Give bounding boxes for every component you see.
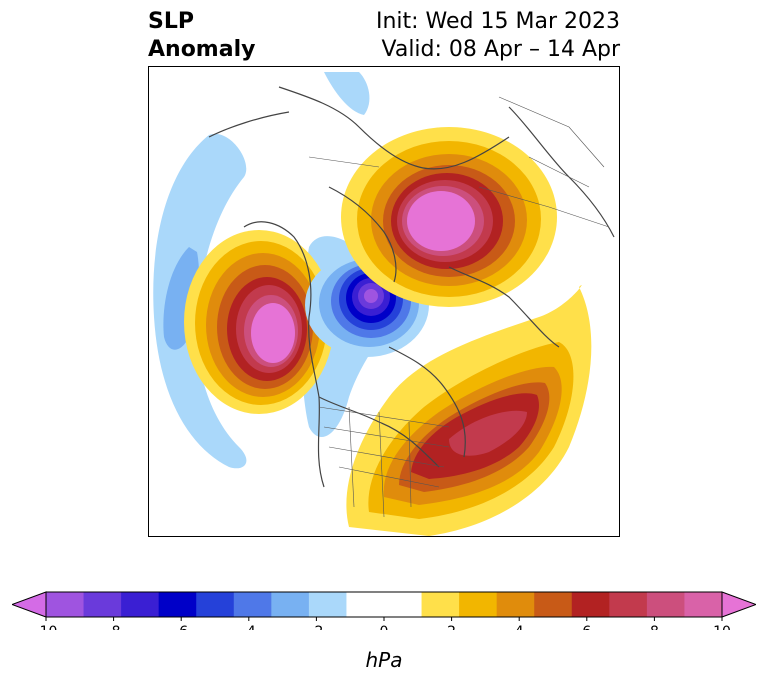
- map-canvas: [153, 72, 615, 536]
- colorbar-tick-label: 4: [515, 624, 524, 630]
- anomaly-negative-arctic-8: [364, 289, 378, 303]
- colorbar-swatch: [46, 592, 85, 617]
- colorbar-tick-label: 2: [447, 624, 456, 630]
- anomaly-positive-siberia-8: [407, 191, 475, 251]
- colorbar-swatch: [158, 592, 197, 617]
- colorbar-extend-min: [12, 591, 47, 618]
- colorbar-unit-label: hPa: [365, 648, 403, 672]
- colorbar-swatch: [571, 592, 610, 617]
- political-borders: [308, 96, 610, 518]
- colorbar-tick-label: -2: [309, 624, 323, 630]
- colorbar: -10 -8 -6 -4 -2 0 2 4 6 8 10: [12, 591, 756, 630]
- map-title-left: SLP Anomaly: [148, 8, 255, 64]
- colorbar-tick-label: 10: [713, 624, 731, 630]
- colorbar-swatch: [233, 592, 272, 617]
- colorbar-tick-label: -8: [107, 624, 121, 630]
- colorbar-swatch: [496, 592, 535, 617]
- anomaly-negative-pacific: [153, 133, 247, 469]
- colorbar-swatch: [83, 592, 122, 617]
- title-variable: SLP: [148, 9, 194, 34]
- colorbar-tick-label: -6: [174, 624, 188, 630]
- colorbar-swatch: [534, 592, 573, 617]
- colorbar-swatch: [271, 592, 310, 617]
- colorbar-swatch: [684, 592, 723, 617]
- colorbar-tick-label: -10: [35, 624, 58, 630]
- colorbar-swatch: [421, 592, 460, 617]
- colorbar-swatch: [384, 592, 423, 617]
- map-title-right: Init: Wed 15 Mar 2023 Valid: 08 Apr – 14…: [376, 8, 620, 64]
- coastlines: [208, 86, 615, 488]
- colorbar-swatch: [609, 592, 648, 617]
- colorbar-swatch: [196, 592, 235, 617]
- colorbar-ticks: -10 -8 -6 -4 -2 0 2 4 6 8 10: [35, 617, 731, 630]
- init-date: Init: Wed 15 Mar 2023: [375, 9, 620, 34]
- colorbar-swatches: [12, 591, 756, 618]
- anomaly-negative-north: [324, 72, 370, 115]
- colorbar-tick-label: 8: [650, 624, 659, 630]
- colorbar-swatch: [646, 592, 685, 617]
- slp-anomaly-map: [148, 66, 620, 537]
- colorbar-tick-label: 6: [582, 624, 591, 630]
- colorbar-tick-label: 0: [380, 624, 389, 630]
- colorbar-swatch: [121, 592, 160, 617]
- anomaly-positive-alaska-8: [251, 303, 295, 363]
- colorbar-extend-max: [721, 591, 756, 618]
- colorbar-tick-label: -4: [242, 624, 256, 630]
- colorbar-swatch: [308, 592, 347, 617]
- colorbar-swatch: [459, 592, 498, 617]
- valid-range: Valid: 08 Apr – 14 Apr: [381, 37, 621, 62]
- colorbar-swatch: [346, 592, 385, 617]
- title-field: Anomaly: [148, 37, 256, 62]
- anomaly-positive-atlantic-6: [449, 410, 527, 456]
